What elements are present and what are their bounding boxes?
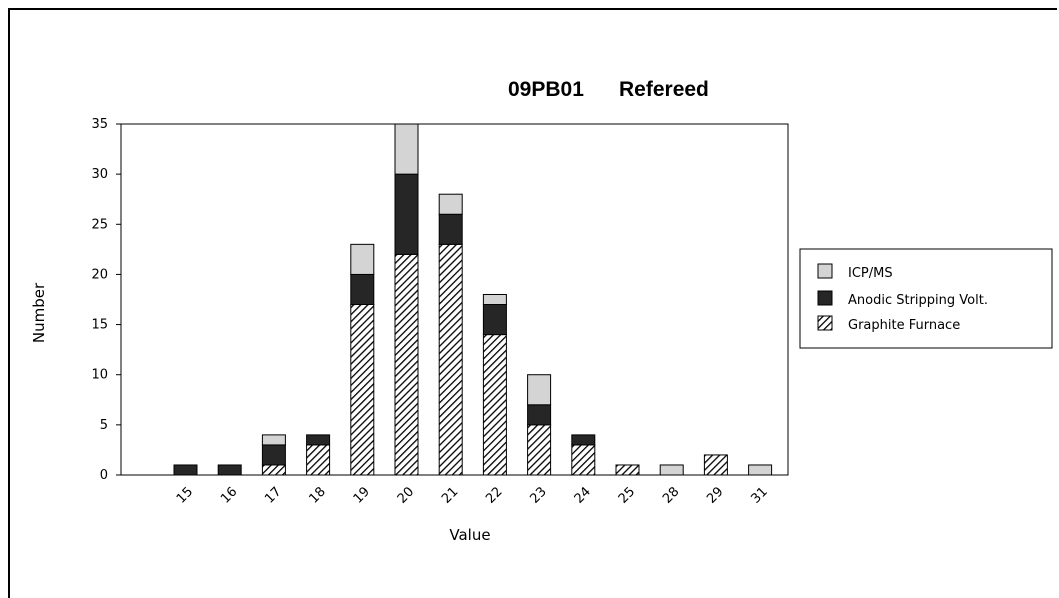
bar-segment-anodic-stripping-volt	[306, 434, 331, 446]
legend-label-anodic: Anodic Stripping Volt.	[848, 293, 988, 308]
x-tick-label: 21	[439, 484, 461, 506]
x-tick-label: 22	[483, 484, 505, 506]
y-tick-label: 5	[100, 418, 108, 433]
bars-group	[173, 123, 773, 476]
bar-segment-anodic-stripping-volt	[350, 273, 375, 306]
bar-segment-icp-ms	[394, 123, 419, 175]
bar-segment-icp-ms	[748, 464, 773, 476]
legend: ICP/MS Anodic Stripping Volt. Graphite F…	[799, 248, 1053, 349]
bar-segment-icp-ms	[261, 434, 286, 446]
x-tick-label: 17	[262, 484, 284, 506]
bar-segment-graphite-furnace	[438, 243, 463, 476]
x-tick-label: 24	[572, 484, 594, 506]
x-tick-label: 31	[748, 484, 770, 506]
bar-segment-graphite-furnace	[306, 444, 331, 476]
x-tick-label: 20	[395, 484, 417, 506]
x-tick-label: 23	[527, 484, 549, 506]
x-tick-label: 15	[174, 484, 196, 506]
x-tick-label: 28	[660, 484, 682, 506]
bar-segment-graphite-furnace	[615, 464, 640, 476]
bar-segment-graphite-furnace	[571, 444, 596, 476]
legend-box	[799, 248, 1053, 349]
bar-segment-graphite-furnace	[394, 253, 419, 476]
x-tick-label: 29	[704, 484, 726, 506]
y-tick-label: 35	[91, 117, 108, 132]
bar-segment-icp-ms	[350, 243, 375, 275]
bar-segment-anodic-stripping-volt	[438, 213, 463, 245]
chart-frame	[8, 8, 1057, 598]
legend-label-icp-ms: ICP/MS	[848, 266, 893, 281]
bar-segment-graphite-furnace	[261, 464, 286, 476]
bar-segment-anodic-stripping-volt	[217, 464, 242, 476]
y-tick-label: 15	[91, 318, 108, 333]
legend-swatch-anodic	[817, 290, 833, 306]
legend-swatch-graphite	[817, 315, 833, 331]
bar-segment-graphite-furnace	[482, 334, 507, 476]
bar-segment-graphite-furnace	[703, 454, 728, 476]
bar-segment-anodic-stripping-volt	[394, 173, 419, 255]
bar-segment-anodic-stripping-volt	[482, 304, 507, 336]
y-axis: 0 5 10 15 20 25 30 35	[91, 117, 121, 483]
chart-title: 09PB01	[508, 78, 584, 101]
legend-label-graphite: Graphite Furnace	[848, 318, 960, 333]
bar-segment-icp-ms	[659, 464, 684, 476]
x-tick-label: 16	[218, 484, 240, 506]
chart-subtitle: Refereed	[619, 78, 709, 101]
legend-swatch-icp-ms	[817, 263, 833, 279]
bar-segment-anodic-stripping-volt	[173, 464, 198, 476]
bar-segment-graphite-furnace	[527, 424, 552, 476]
x-tick-label: 18	[306, 484, 328, 506]
y-tick-label: 30	[91, 167, 108, 182]
bar-segment-icp-ms	[482, 293, 507, 306]
x-tick-labels: 15 16 17 18 19 20 21 22 23 24 25 28 29 31	[174, 484, 771, 506]
bar-segment-anodic-stripping-volt	[261, 444, 286, 466]
y-tick-label: 25	[91, 217, 108, 232]
bar-segment-icp-ms	[438, 193, 463, 215]
bar-segment-graphite-furnace	[350, 304, 375, 476]
y-axis-label: Number	[30, 282, 48, 343]
bar-segment-anodic-stripping-volt	[571, 434, 596, 446]
y-tick-label: 0	[100, 468, 108, 483]
bar-segment-icp-ms	[527, 374, 552, 406]
bar-segment-anodic-stripping-volt	[527, 404, 552, 426]
y-tick-label: 10	[91, 368, 108, 383]
x-tick-label: 25	[616, 484, 638, 506]
x-axis-label: Value	[449, 526, 490, 544]
x-tick-label: 19	[351, 484, 373, 506]
y-tick-label: 20	[91, 267, 108, 282]
